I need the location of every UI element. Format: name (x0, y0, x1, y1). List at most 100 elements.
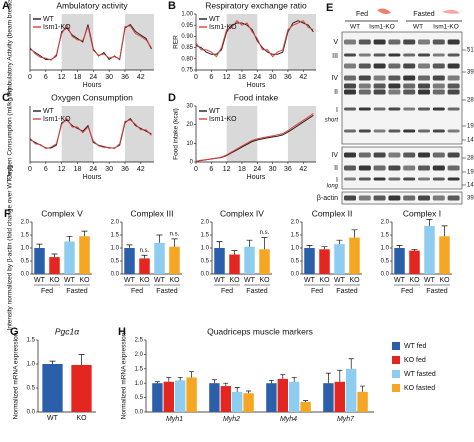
error-bar (348, 358, 354, 369)
y-tick-label: 1.5 (111, 233, 120, 239)
dark-period (124, 14, 154, 70)
bar (439, 236, 450, 274)
blot-band (447, 195, 460, 201)
x-tick-label: 24 (253, 166, 261, 173)
group-label: Fed (221, 288, 233, 295)
y-tick-label: 20 (186, 122, 193, 128)
blot-band (388, 53, 401, 57)
x-tick-label: WT (47, 415, 59, 422)
blot-band (403, 165, 416, 171)
bar (139, 258, 150, 274)
annotation: n.s. (170, 231, 180, 237)
bar (409, 250, 420, 274)
bar (334, 381, 345, 412)
x-tick-label: KO (409, 277, 420, 284)
blot-band (447, 89, 460, 95)
blot-band (432, 129, 445, 133)
blot-band (403, 177, 416, 181)
blot-band (418, 152, 430, 158)
blot-band (388, 165, 401, 171)
x-tick-label: 0 (194, 166, 198, 173)
y-tick-label: 1.0 (201, 246, 210, 252)
bar (259, 249, 270, 274)
error-bar (189, 371, 195, 378)
y-tick-label: 2.0 (201, 220, 210, 226)
dark-period (61, 106, 94, 162)
panel-label: B (168, 0, 176, 12)
legend-label: KO fasted (404, 385, 435, 392)
x-tick-label: WT (304, 277, 316, 284)
x-tick-label: KO (439, 277, 450, 284)
blot-band (388, 152, 401, 158)
y-tick-label: 30 (186, 104, 193, 110)
x-tick-label: 0 (28, 166, 32, 173)
blot-band (432, 152, 445, 158)
error-bar (426, 219, 433, 226)
x-tick-label: 36 (121, 166, 129, 173)
chart-title: Complex V (41, 208, 83, 218)
bar (124, 248, 135, 274)
x-tick-label: 42 (299, 166, 307, 173)
blot-band (432, 83, 445, 89)
error-bar (171, 238, 178, 247)
blot-band (358, 89, 371, 95)
bar (289, 381, 300, 412)
blot-band (373, 195, 386, 201)
y-tick-label: 1.0 (291, 246, 300, 252)
legend-label: WT fed (404, 343, 427, 350)
x-tick-label: 12 (58, 166, 66, 173)
blot-band (373, 129, 386, 133)
legend-label: Ism1-KO (209, 116, 237, 123)
error-bar (36, 243, 43, 248)
blot-band (388, 107, 401, 111)
condition-label: Fed (356, 11, 368, 18)
blot-band (344, 129, 356, 133)
blot-band (388, 83, 401, 89)
x-tick-label: Myh1 (166, 416, 183, 423)
x-tick-label: 30 (105, 74, 113, 81)
blot-band (344, 83, 356, 89)
bar (229, 254, 240, 274)
chart-title: Complex III (131, 208, 174, 218)
blot-band (403, 75, 416, 81)
y-tick-label: 0.0 (27, 410, 36, 416)
x-tick-label: 12 (58, 74, 66, 81)
x-tick-label: 42 (137, 74, 145, 81)
error-bar (321, 246, 328, 250)
panel-label: F (4, 208, 11, 220)
x-tick-label: Myh4 (280, 416, 297, 423)
blot-band (432, 165, 445, 171)
band-label: III (332, 53, 338, 60)
blot-band (373, 53, 386, 57)
blot-band (344, 177, 356, 181)
error-bar (360, 385, 366, 392)
x-tick-label: WT (394, 277, 406, 284)
blot-band (403, 53, 416, 57)
bar (79, 236, 90, 274)
band-label: II (334, 165, 338, 172)
x-tick-label: 6 (209, 166, 213, 173)
blot-band (418, 177, 430, 181)
error-bar (396, 245, 403, 248)
y-tick-label: 1.0 (111, 246, 120, 252)
blot-band (432, 89, 445, 95)
blot-band (403, 129, 416, 133)
blot-band (388, 195, 401, 201)
error-bar (156, 234, 163, 243)
bar (304, 248, 315, 274)
dark-period (226, 14, 258, 70)
x-tick-label: WT (154, 277, 166, 284)
bar (152, 383, 163, 412)
dark-period (226, 106, 258, 162)
bar (214, 248, 225, 274)
y-tick-label: 0.5 (27, 386, 36, 392)
error-bar (261, 237, 268, 250)
blot-band (418, 83, 430, 89)
x-tick-label: KO (319, 277, 330, 284)
x-tick-label: WT (244, 277, 256, 284)
band-label: IV (331, 152, 338, 159)
x-tick-label: 18 (238, 74, 246, 81)
group-label: Fasted (336, 288, 358, 295)
y-axis-label: RER (173, 35, 180, 49)
